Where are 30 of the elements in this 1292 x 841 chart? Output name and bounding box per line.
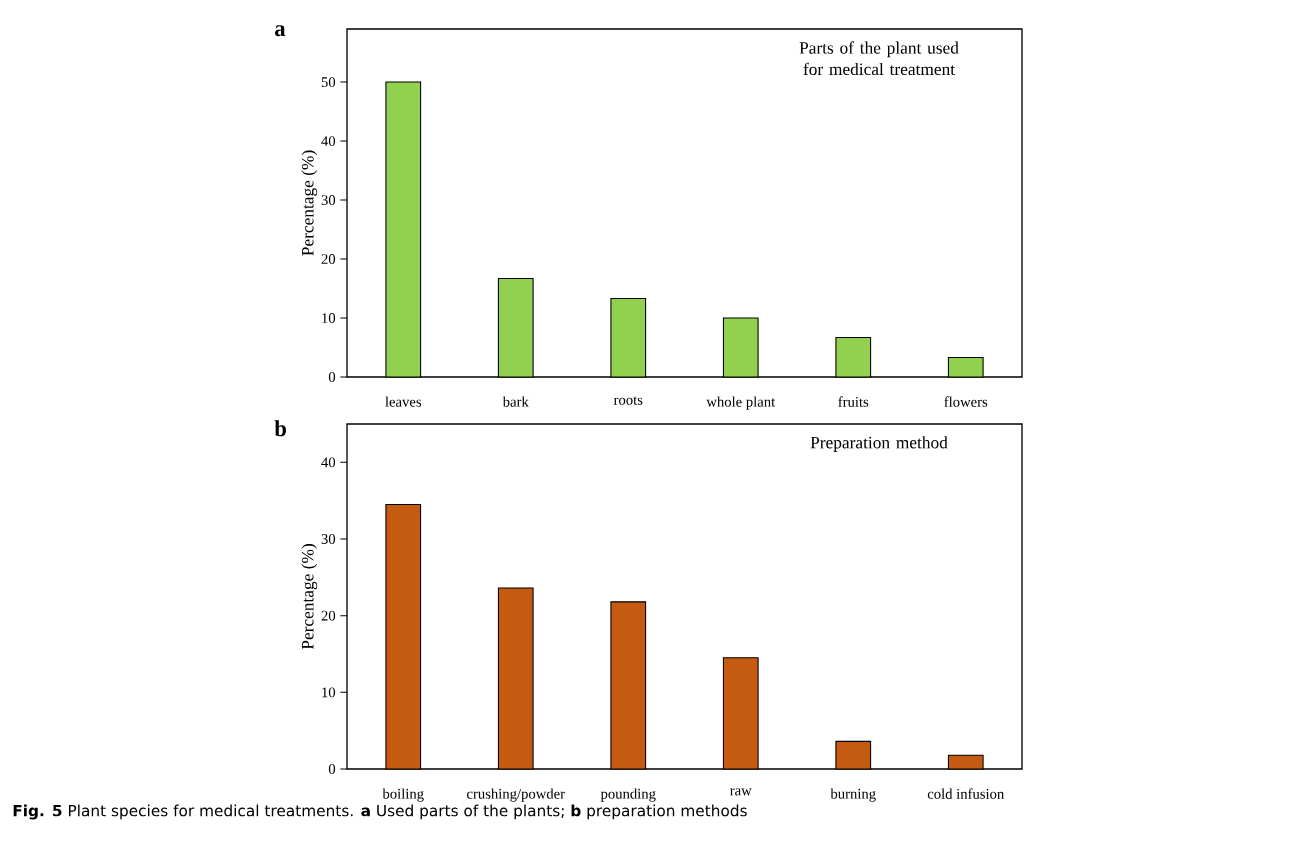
x-tick-label: roots bbox=[613, 396, 643, 405]
text: Parts of the plant used for medical treatment bbox=[799, 41, 959, 76]
x-tick-label: bark bbox=[502, 396, 529, 407]
y-tick-label: 10 bbox=[322, 313, 336, 323]
x-tick-label: crushing/powder bbox=[467, 788, 565, 802]
y-tick-label: 0 bbox=[328, 764, 336, 774]
x-tick-label: pounding bbox=[600, 788, 656, 802]
text: b bbox=[274, 420, 286, 437]
y-tick-label: 20 bbox=[321, 610, 336, 621]
y-tick-label: 30 bbox=[321, 195, 336, 205]
text: Fig. 5 Plant species for medical treatments. a Used parts of the plants; b preparation methods bbox=[13, 804, 747, 820]
x-tick-label: flowers bbox=[944, 396, 988, 407]
y-tick-label: 40 bbox=[321, 136, 336, 147]
y-tick-label: 50 bbox=[321, 77, 336, 88]
y-tick-label: 10 bbox=[322, 687, 336, 698]
y-tick-label: 0 bbox=[328, 372, 336, 382]
text: Preparation method bbox=[810, 436, 948, 452]
x-tick-label: boiling bbox=[382, 788, 424, 802]
x-tick-label: leaves bbox=[385, 396, 422, 407]
y-axis-title: Percentage (%) bbox=[301, 544, 318, 650]
y-tick-label: 30 bbox=[321, 534, 336, 544]
y-tick-label: 40 bbox=[321, 457, 336, 468]
x-tick-label: fruits bbox=[838, 396, 869, 407]
x-tick-label: whole plant bbox=[706, 396, 776, 410]
x-tick-label: cold infusion bbox=[927, 788, 1005, 799]
x-tick-label: raw bbox=[730, 788, 752, 796]
x-tick-label: burning bbox=[830, 788, 876, 802]
y-tick-label: 20 bbox=[321, 254, 336, 264]
text: a bbox=[275, 25, 286, 37]
y-axis-title: Percentage (%) bbox=[301, 150, 318, 256]
